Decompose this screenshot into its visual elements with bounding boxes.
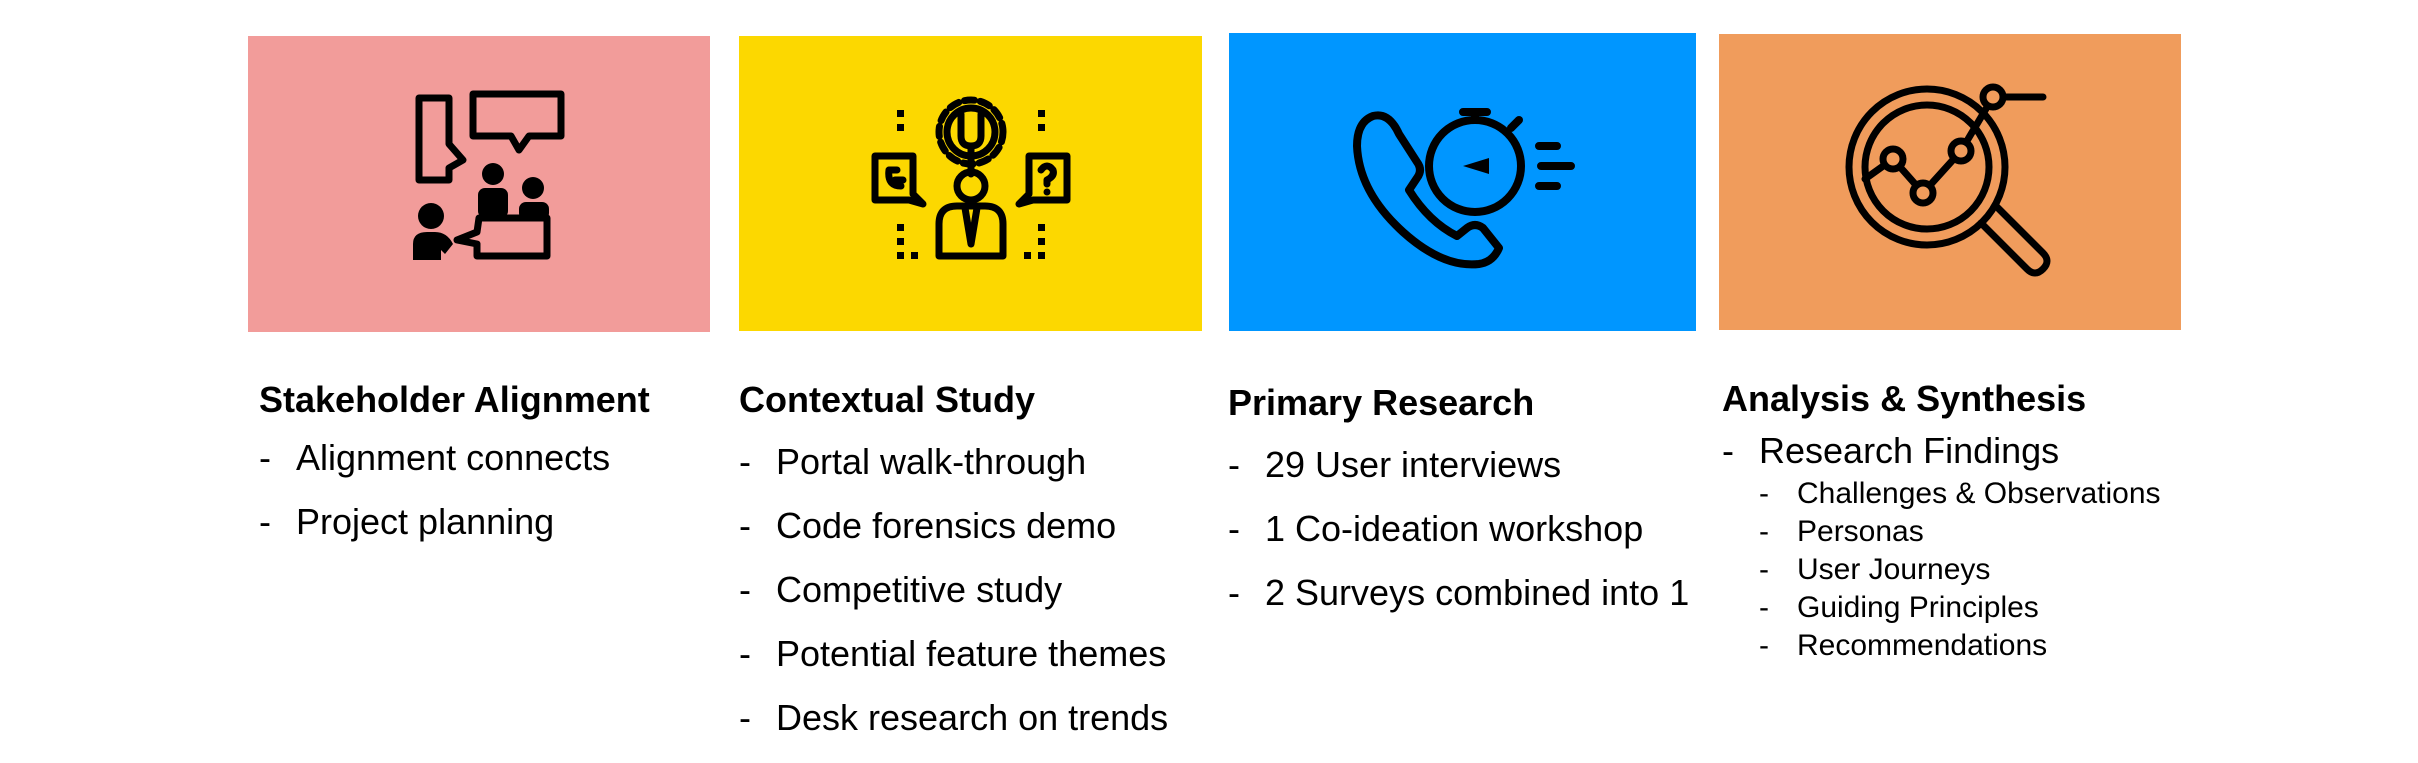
column-title: Contextual Study xyxy=(739,379,1036,420)
contextual-study-tile xyxy=(739,36,1202,331)
list-item: Project planning xyxy=(259,500,650,544)
sub-list-item: Recommendations xyxy=(1759,627,2161,665)
column-title: Stakeholder Alignment xyxy=(259,379,650,420)
engineer-questions-icon xyxy=(871,96,1070,259)
list-item: Competitive study xyxy=(739,568,1168,612)
item-list: Alignment connects Project planning xyxy=(259,436,650,544)
list-item: Alignment connects xyxy=(259,436,650,480)
primary-research-tile xyxy=(1229,33,1696,331)
item-list: Research Findings xyxy=(1722,429,2161,473)
stakeholder-alignment-tile xyxy=(248,36,710,332)
list-item: Portal walk-through xyxy=(739,440,1168,484)
column-primary-research: Primary Research 29 User interviews 1 Co… xyxy=(1228,381,1689,615)
magnifier-chart-icon xyxy=(1845,83,2051,277)
analysis-synthesis-tile xyxy=(1719,34,2181,330)
item-list: Portal walk-through Code forensics demo … xyxy=(739,440,1168,740)
column-contextual-study: Contextual Study Portal walk-through Cod… xyxy=(739,378,1168,740)
list-item: Code forensics demo xyxy=(739,504,1168,548)
column-analysis-synthesis: Analysis & Synthesis Research Findings C… xyxy=(1722,377,2161,665)
list-item: Potential feature themes xyxy=(739,632,1168,676)
list-item: 2 Surveys combined into 1 xyxy=(1228,571,1689,615)
column-stakeholder-alignment: Stakeholder Alignment Alignment connects… xyxy=(259,378,650,544)
list-item: Desk research on trends xyxy=(739,696,1168,740)
sub-list-item: Guiding Principles xyxy=(1759,589,2161,627)
phone-stopwatch-icon xyxy=(1352,108,1575,269)
list-item: Research Findings xyxy=(1722,429,2161,473)
sub-item-list: Challenges & Observations Personas User … xyxy=(1722,475,2161,665)
list-item: 29 User interviews xyxy=(1228,443,1689,487)
sub-list-item: Challenges & Observations xyxy=(1759,475,2161,513)
list-item: 1 Co-ideation workshop xyxy=(1228,507,1689,551)
sub-list-item: User Journeys xyxy=(1759,551,2161,589)
column-title: Primary Research xyxy=(1228,382,1535,423)
meeting-discussion-icon xyxy=(413,90,565,260)
sub-list-item: Personas xyxy=(1759,513,2161,551)
column-title: Analysis & Synthesis xyxy=(1722,378,2087,419)
item-list: 29 User interviews 1 Co-ideation worksho… xyxy=(1228,443,1689,615)
